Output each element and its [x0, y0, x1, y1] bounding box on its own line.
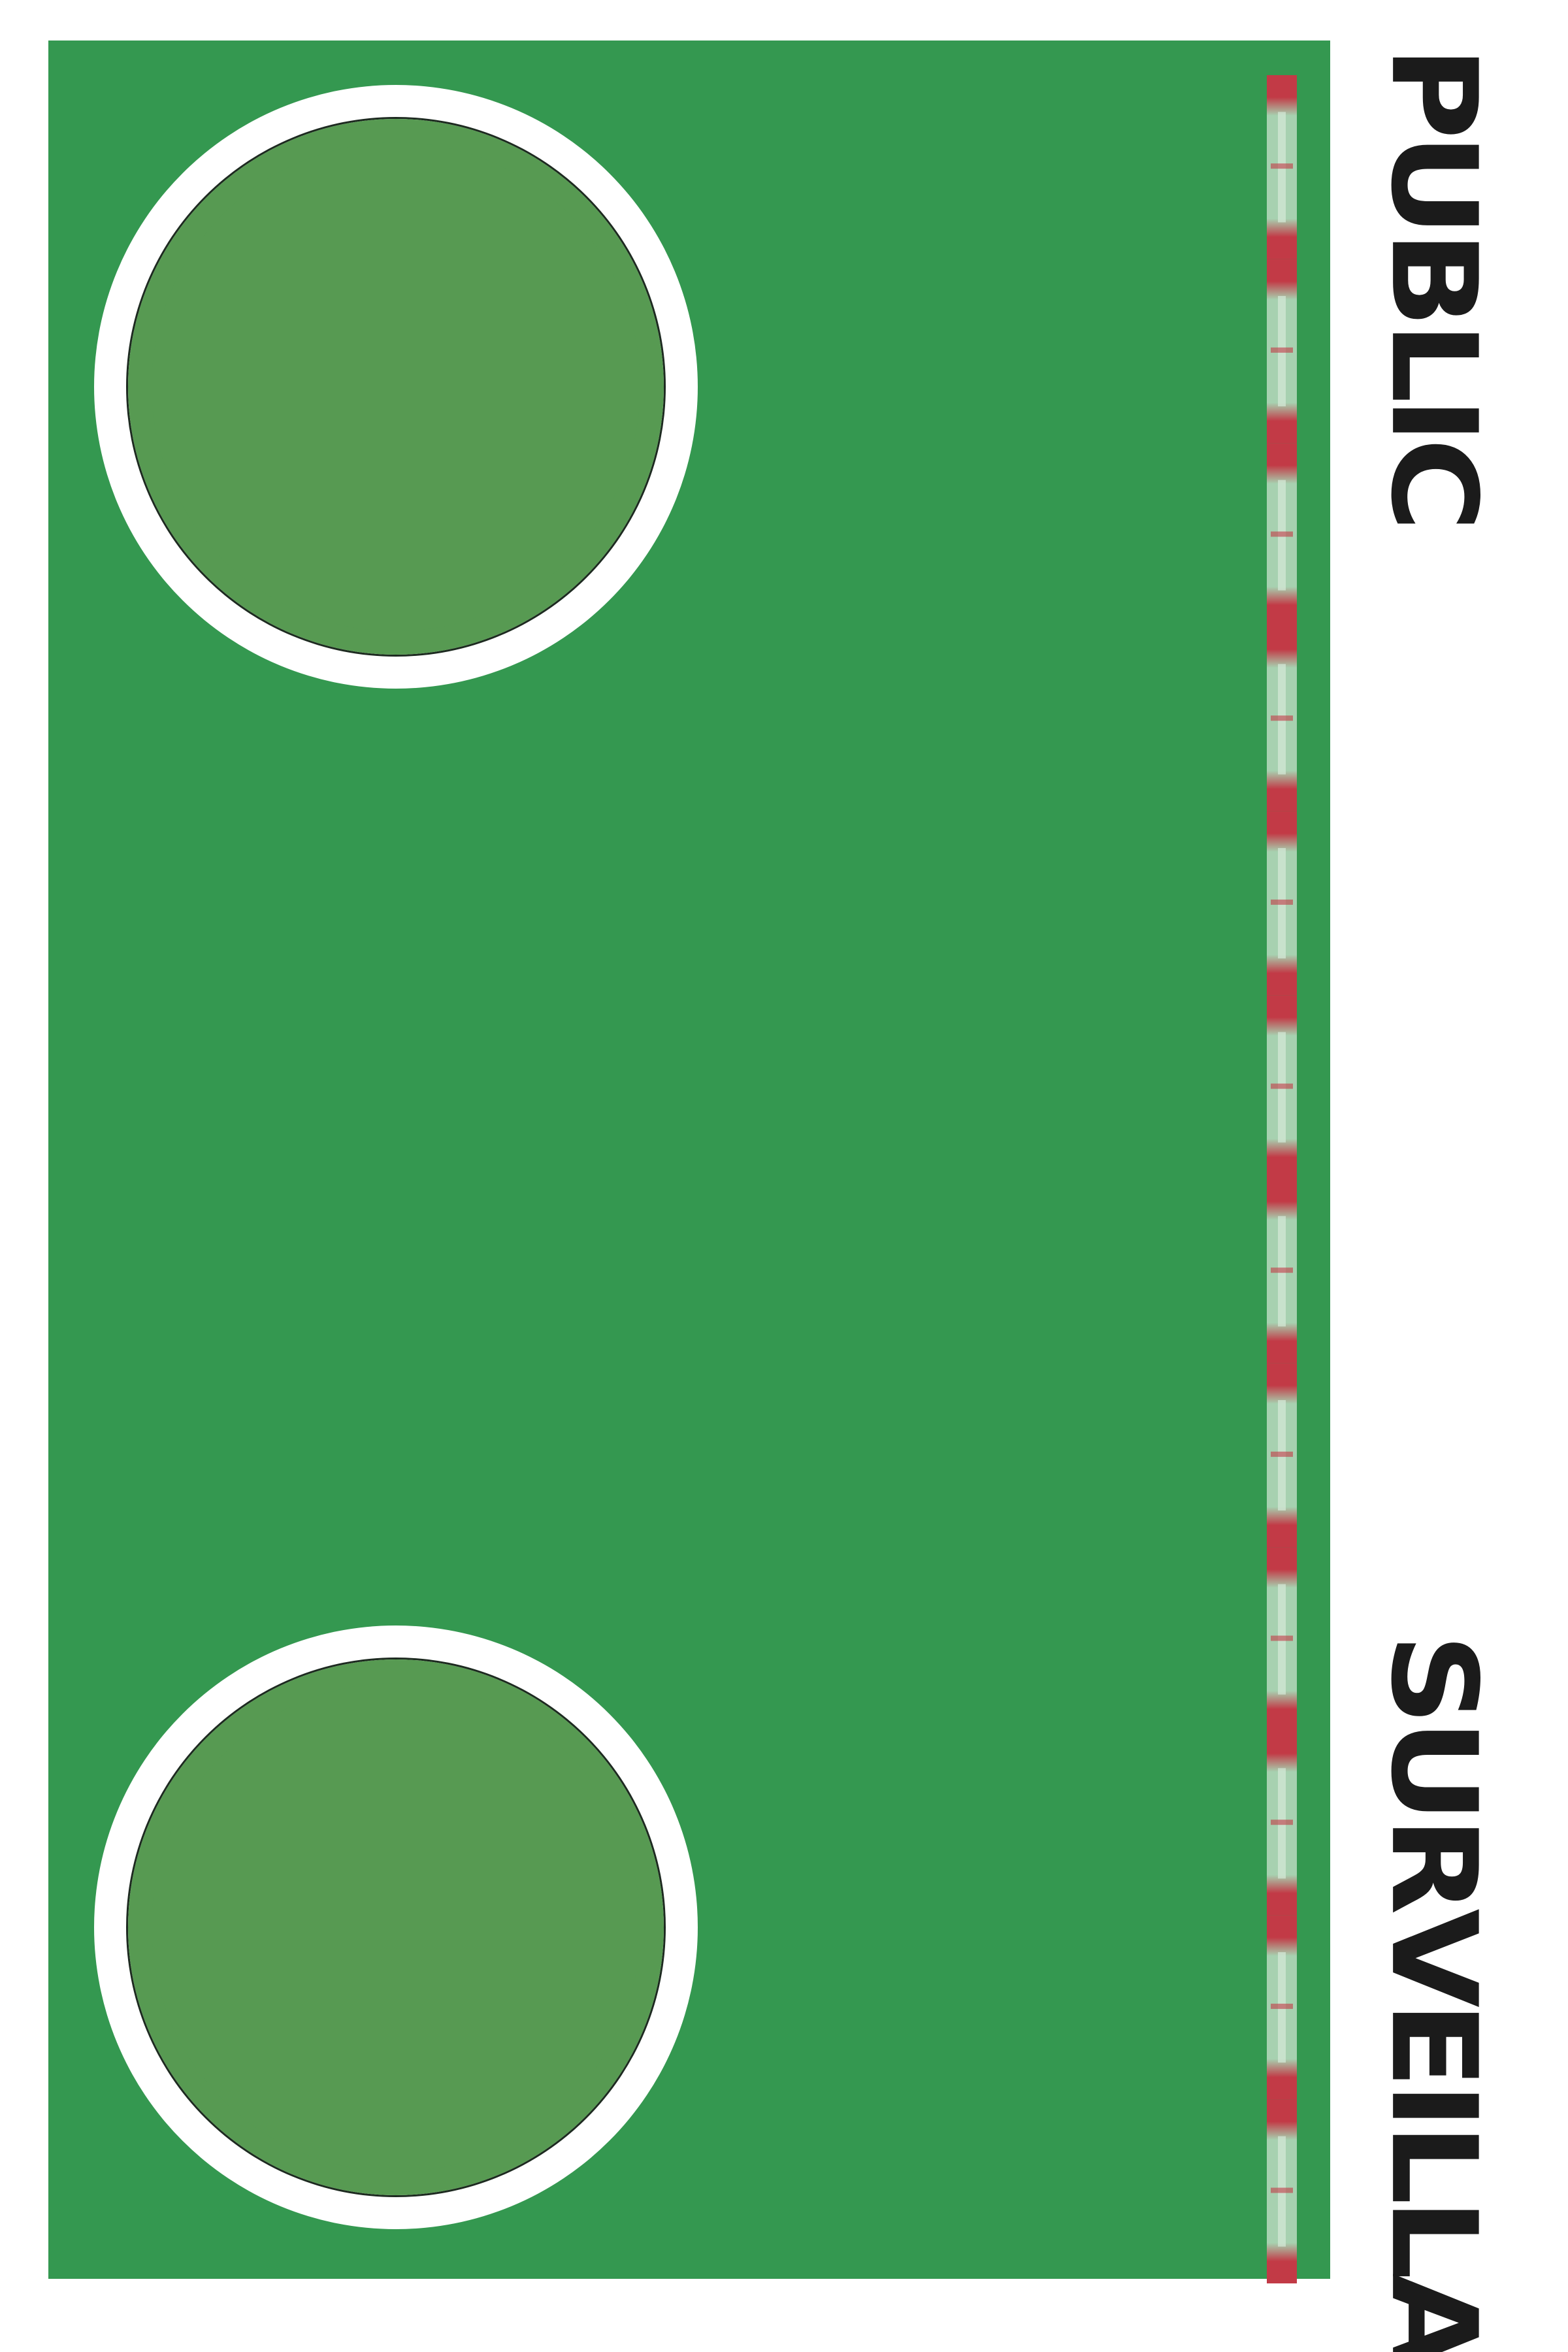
stripe-tick: [1271, 1267, 1293, 1273]
stripe-graphic: [1267, 75, 1297, 2283]
barcode-stripe: [1267, 75, 1297, 2283]
stripe-tick: [1271, 1083, 1293, 1089]
lens-core: [152, 1683, 640, 2172]
title-public: PUBLIC: [1364, 46, 1502, 525]
stripe-tick: [1271, 715, 1293, 721]
stripe-tick: [1271, 1451, 1293, 1457]
bottom-camera-lens-icon: [94, 1625, 698, 2229]
stripe-tick: [1271, 2003, 1293, 2009]
stripe-tick: [1271, 163, 1293, 169]
top-camera-lens-icon: [94, 85, 698, 689]
lens-core: [152, 142, 640, 631]
title-surveillance: SURVEILLANCE: [1364, 1633, 1502, 2352]
stripe-tick: [1271, 899, 1293, 905]
stripe-tick: [1271, 1820, 1293, 1825]
stripe-tick: [1271, 531, 1293, 537]
stripe-tick: [1271, 2187, 1293, 2193]
stripe-tick: [1271, 347, 1293, 353]
stripe-tick: [1271, 1635, 1293, 1641]
